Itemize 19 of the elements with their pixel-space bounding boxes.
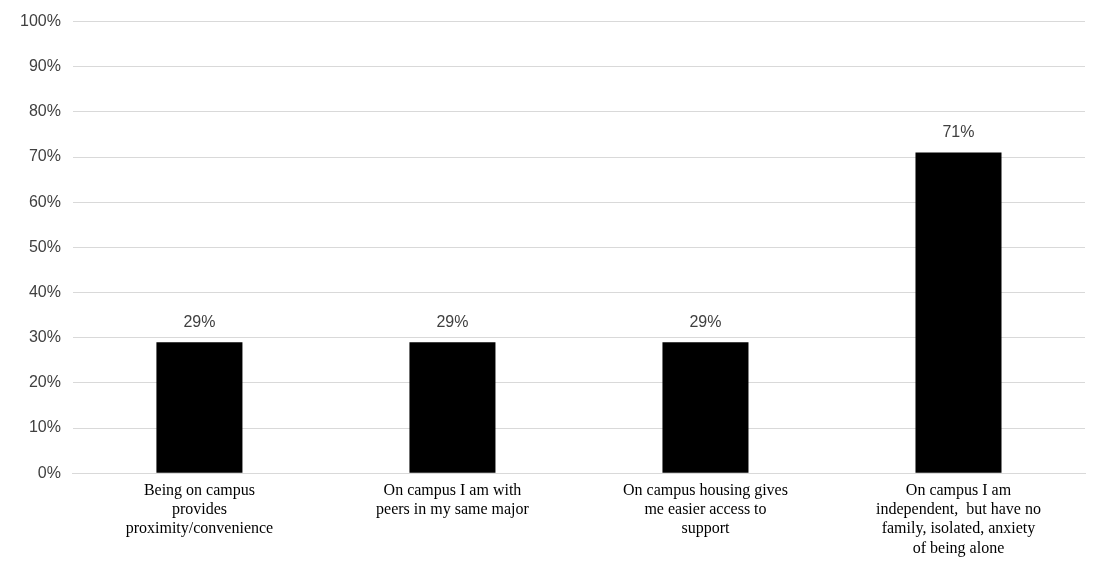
data-label: 29% [183,312,216,330]
data-label: 71% [942,122,975,140]
y-tick-label: 80% [28,102,61,120]
data-label: 29% [436,312,469,330]
x-tick-label: On campus I am with peers in my same major [376,481,530,519]
x-tick-label: Being on campus provides proximity/convenience [125,481,274,538]
y-tick-label: 40% [28,282,61,300]
y-tick-label: 60% [28,192,61,210]
y-tick-label: 0% [37,463,61,481]
y-tick-label: 100% [20,12,61,30]
y-tick-label: 30% [28,328,61,346]
y-tick-label: 10% [28,418,61,436]
x-tick-label: On campus I am independent, but have no family, isolated, anxiety of being alone [876,481,1041,557]
y-tick-label: 90% [28,57,61,75]
y-tick-label: 70% [28,147,61,165]
y-tick-label: 50% [28,237,61,255]
x-tick-label: On campus housing gives me easier access to support [623,481,788,538]
data-label: 29% [689,312,722,330]
y-tick-label: 20% [28,373,61,391]
